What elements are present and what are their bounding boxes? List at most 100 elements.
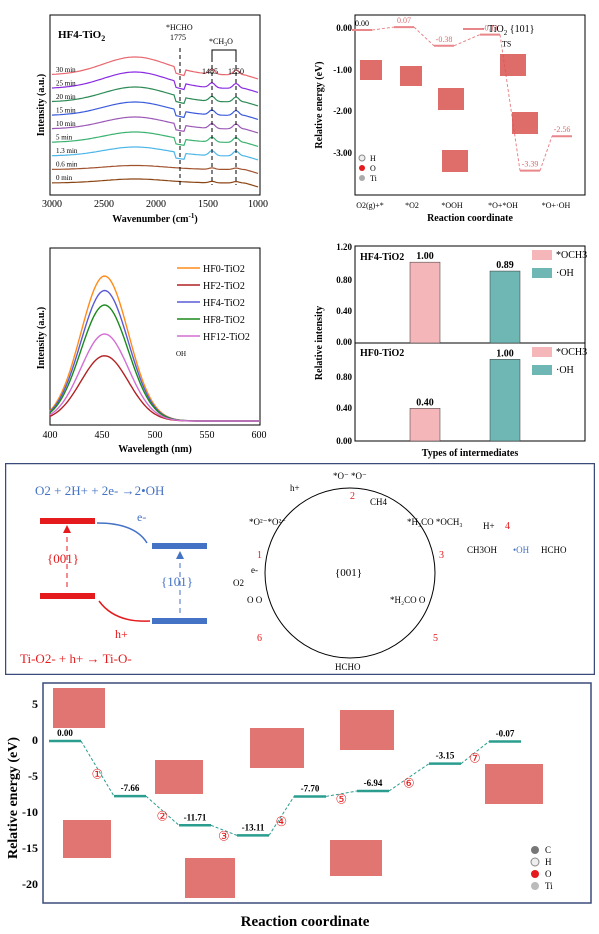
svg-text:*O²⁻*O²⁻: *O²⁻*O²⁻ (249, 517, 286, 527)
energy-yticks: 0.00 -1.00 -2.00 -3.00 (333, 23, 352, 158)
bar-legend-swatch (532, 268, 552, 278)
atom-legend: H O Ti (358, 154, 378, 183)
pl-xlabel: Wavelength (nm) (118, 444, 192, 455)
svg-text:500: 500 (148, 430, 163, 441)
svg-text:*O+*OH: *O+*OH (488, 201, 518, 210)
ftir-series-line (51, 71, 259, 93)
eq-oxygen: O2 + 2H+ + 2e- →2•OH (35, 483, 164, 498)
energy-connector (453, 34, 481, 47)
profile-levels: 0.00 -7.66 -11.71 -13.11 -7.70 -6.94 -3.15 -0.0… (49, 728, 521, 837)
svg-text:H: H (545, 857, 552, 867)
ftir-series-line (51, 86, 259, 107)
svg-text:4: 4 (505, 521, 510, 532)
step-marker: ③ (218, 828, 230, 843)
step-marker: ⑦ (469, 751, 481, 766)
band-001-cb (40, 518, 95, 524)
band-101-vb (152, 618, 207, 624)
pl-xticks: 400 450 500 550 600 (43, 430, 267, 441)
legend-tio2-101: TiO2 {101} (488, 24, 534, 37)
bar-yticks: 1.20 0.80 0.40 0.00 0.80 0.40 0.00 (336, 242, 352, 446)
pl-legend-label: HF12-TiO2 (203, 332, 250, 343)
svg-text:O: O (370, 164, 376, 173)
step-marker: ⑥ (403, 775, 415, 790)
svg-text:*H₂CO O: *H₂CO O (390, 595, 426, 605)
bar-legend-label: ·OH (556, 365, 574, 376)
ftir-time-label: 5 min (56, 134, 73, 142)
e-minus: e- (137, 510, 146, 524)
svg-text:5: 5 (433, 633, 438, 644)
step-numbers: 1 2 3 4 5 6 (257, 491, 510, 644)
profile-steps: ① ② ③ ④ ⑤ ⑥ ⑦ (92, 751, 481, 844)
svg-text:*O2: *O2 (405, 201, 419, 210)
svg-text:-5: -5 (28, 769, 38, 783)
svg-text:•OH: •OH (513, 545, 530, 555)
facet-101: {101} (161, 574, 193, 589)
step-marker: ⑤ (336, 792, 348, 807)
svg-text:3000: 3000 (42, 199, 62, 210)
svg-text:0.80: 0.80 (336, 372, 352, 382)
svg-text:0.40: 0.40 (336, 306, 352, 316)
pl-legend-label: HF4-TiO2 (203, 298, 245, 309)
bar-legend-swatch (532, 365, 552, 375)
svg-text:1.20: 1.20 (336, 242, 352, 252)
mech-labels: CH4 H+ CH3OH •OH HCHO HCHO O2 e- h+ *O²⁻… (233, 471, 567, 672)
profile-value-label: 0.00 (57, 728, 73, 738)
profile-connector (145, 795, 180, 826)
svg-text:CH4: CH4 (370, 497, 388, 507)
svg-text:0: 0 (32, 733, 38, 747)
energy-xlabel: Reaction coordinate (427, 213, 513, 224)
profile-connector (325, 790, 358, 797)
svg-text:600: 600 (252, 430, 267, 441)
svg-text:HCHO: HCHO (335, 662, 361, 672)
bar-legend-swatch (532, 347, 552, 357)
svg-text:0.00: 0.00 (336, 436, 352, 446)
svg-text:1: 1 (257, 550, 262, 561)
ftir-time-label: 1.3 min (56, 147, 78, 155)
svg-text:C: C (545, 845, 551, 855)
svg-text:0.40: 0.40 (336, 403, 352, 413)
atom-legend-f: C H O Ti (530, 845, 553, 891)
pl-legend-label: HF8-TiO2 (203, 315, 245, 326)
profile-value-label: -6.94 (364, 778, 383, 788)
svg-text:O O: O O (247, 595, 263, 605)
bar-legend-label: *OCH3 (556, 347, 587, 358)
profile-value-label: -0.07 (496, 729, 515, 739)
bar-chart: 1.00 0.89 0.40 1.00 HF4-TiO2 HF0-TiO2 *OCH3… (314, 242, 587, 459)
ts-label: TS (502, 40, 511, 49)
svg-text:400: 400 (43, 430, 58, 441)
energy-xcats: O2(g)+* *O2 *OOH *O+*OH *O+·OH (356, 201, 570, 210)
ftir-series-line (51, 56, 259, 80)
bar-legend: *OCH3 ·OH *OCH3 ·OH (532, 250, 587, 376)
svg-text:-15: -15 (22, 841, 38, 855)
svg-text:1000: 1000 (248, 199, 268, 210)
h-plus: h+ (115, 627, 128, 641)
svg-text:-2.00: -2.00 (333, 106, 352, 116)
step-marker: ① (92, 767, 104, 782)
svg-text:3: 3 (439, 550, 444, 561)
bars: 1.00 0.89 0.40 1.00 (409, 251, 521, 442)
energy-value-label: 0.00 (355, 19, 369, 28)
profile-connector (268, 796, 295, 836)
mechanism-diagram: O2 + 2H+ + 2e- →2•OH Ti-O2- + h+ → Ti-O-… (5, 463, 595, 675)
bar-bot-title: HF0-TiO2 (360, 348, 404, 359)
profile-connector (388, 763, 430, 792)
svg-text:450: 450 (95, 430, 110, 441)
step-marker: ④ (276, 814, 288, 829)
svg-text:O: O (545, 869, 552, 879)
svg-text:HCHO: HCHO (541, 545, 567, 555)
ftir-time-label: 0 min (56, 174, 73, 182)
svg-text:H: H (370, 154, 376, 163)
svg-text:2: 2 (350, 491, 355, 502)
svg-text:5: 5 (32, 697, 38, 711)
profile-value-label: -7.70 (301, 783, 320, 793)
bar-top-title: HF4-TiO2 (360, 252, 404, 263)
energy-connector (413, 26, 435, 47)
svg-text:2000: 2000 (146, 199, 166, 210)
facet-001: {001} (47, 551, 79, 566)
bar-legend-label: ·OH (556, 268, 574, 279)
svg-text:-3.00: -3.00 (333, 148, 352, 158)
center-001: {001} (335, 567, 362, 579)
ftir-time-label: 15 min (56, 107, 76, 115)
profile-value-label: -3.15 (436, 751, 455, 761)
ftir-series-line (51, 131, 259, 147)
